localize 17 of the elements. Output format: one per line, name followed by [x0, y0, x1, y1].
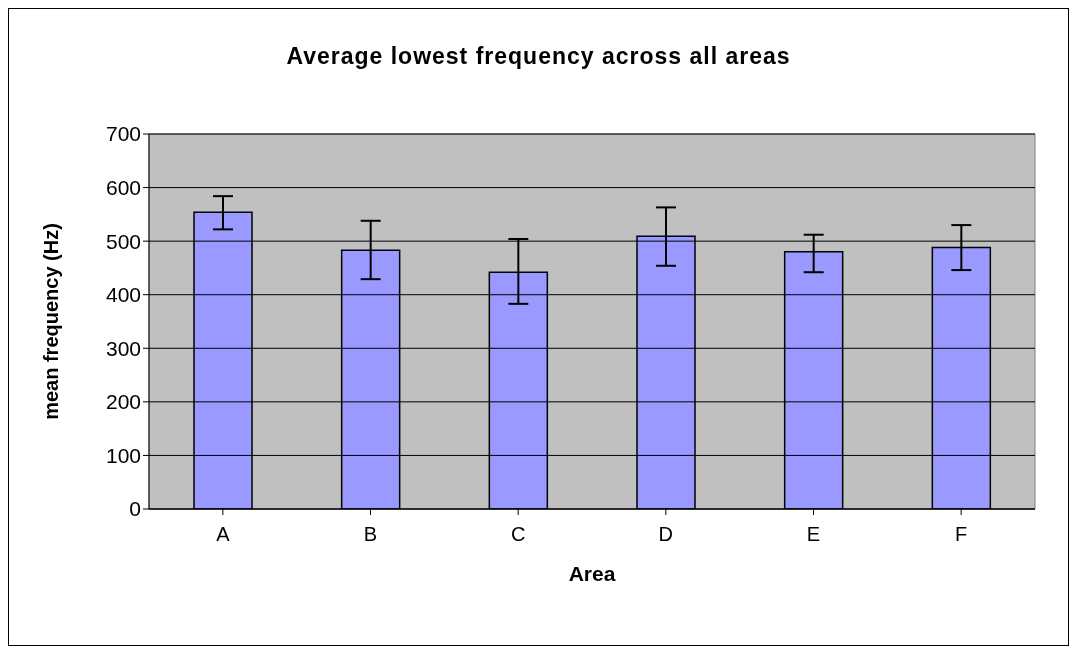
chart-title: Average lowest frequency across all areas — [285, 43, 792, 70]
x-tick-label: C — [510, 523, 526, 546]
x-tick-label: B — [363, 523, 378, 546]
x-tick-label: E — [806, 523, 821, 546]
y-axis-title: mean frequency (Hz) — [40, 223, 63, 420]
x-tick-label: F — [955, 523, 968, 546]
y-tick-label: 300 — [105, 336, 141, 360]
y-tick-label: 0 — [129, 497, 141, 521]
y-tick-label: 200 — [105, 390, 141, 414]
x-axis-title: Area — [568, 562, 616, 585]
x-tick-label: D — [658, 523, 674, 546]
y-tick-label: 700 — [105, 122, 141, 146]
y-tick-label: 100 — [105, 443, 141, 467]
x-tick-label: A — [216, 523, 231, 546]
y-tick-label: 500 — [105, 229, 141, 253]
y-tick-label: 400 — [105, 283, 141, 307]
y-tick-label: 600 — [105, 176, 141, 200]
